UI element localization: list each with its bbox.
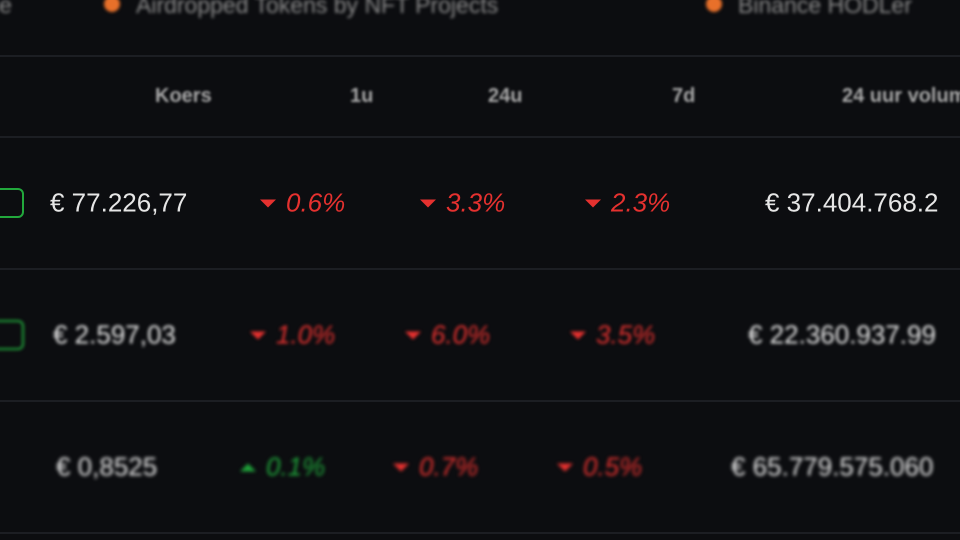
column-header[interactable]: 24 uur volume (842, 85, 960, 107)
tag-badge (0, 188, 24, 218)
change-arrow (250, 331, 266, 339)
price: € 0,8525 (56, 451, 158, 482)
change-value: 3.5% (596, 319, 656, 350)
table-row[interactable]: € 0,8525 0.1% 0.7% 0.5% € 65.779.575.060 (0, 402, 960, 532)
change-arrow (420, 199, 436, 207)
change: 0.1% (240, 452, 325, 483)
table-row[interactable]: € 77.226,77 0.6% 3.3% 2.3% € 37.404.768.2 (0, 138, 960, 268)
volume: € 37.404.768.2 (765, 187, 939, 218)
change-value: 0.1% (266, 451, 326, 482)
change-arrow (557, 463, 573, 471)
change-arrow (240, 463, 256, 471)
change: 0.5% (557, 452, 642, 483)
price: € 77.226,77 (50, 187, 188, 218)
change-value: 6.0% (431, 319, 491, 350)
change-value: 0.7% (419, 451, 479, 482)
change-value: 2.3% (611, 187, 671, 218)
change-value: 0.5% (583, 451, 643, 482)
change: 0.7% (393, 452, 478, 483)
tab[interactable]: Airdropped Tokens by NFT Projects (136, 0, 499, 18)
volume: € 65.779.575.060 (731, 451, 934, 482)
divider (0, 532, 960, 534)
divider (0, 400, 960, 402)
table-row[interactable]: € 2.597,03 1.0% 6.0% 3.5% € 22.360.937.99 (0, 270, 960, 400)
change: 2.3% (585, 188, 670, 219)
column-header[interactable]: 1u (350, 85, 374, 107)
change: 3.5% (570, 320, 655, 351)
change-value: 3.3% (446, 187, 506, 218)
change-arrow (585, 199, 601, 207)
column-header[interactable]: 7d (672, 85, 696, 107)
divider (0, 55, 960, 57)
tab-icon (104, 0, 120, 12)
tag-badge (0, 320, 24, 350)
change-arrow (570, 331, 586, 339)
tab[interactable]: Binance HODLer (738, 0, 912, 18)
tab[interactable]: ie (0, 0, 12, 18)
change: 1.0% (250, 320, 335, 351)
price: € 2.597,03 (53, 319, 176, 350)
change-value: 0.6% (286, 187, 346, 218)
divider (0, 136, 960, 138)
column-header[interactable]: Koers (155, 85, 212, 107)
column-header[interactable]: 24u (488, 85, 523, 107)
change-arrow (405, 331, 421, 339)
change-arrow (393, 463, 409, 471)
change-arrow (260, 199, 276, 207)
change: 3.3% (420, 188, 505, 219)
change: 6.0% (405, 320, 490, 351)
volume: € 22.360.937.99 (748, 319, 936, 350)
change-value: 1.0% (276, 319, 336, 350)
divider (0, 268, 960, 270)
change: 0.6% (260, 188, 345, 219)
tab-icon (706, 0, 722, 12)
